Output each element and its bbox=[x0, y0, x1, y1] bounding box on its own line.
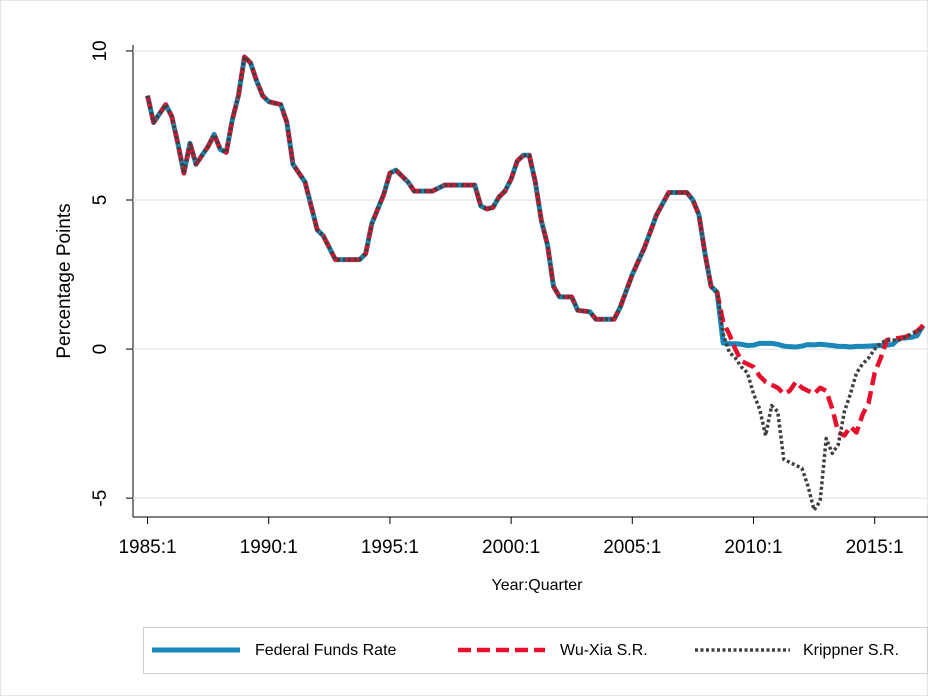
x-tick-label: 1990:1 bbox=[240, 537, 298, 558]
x-tick-label: 2000:1 bbox=[482, 537, 540, 558]
x-tick-label: 1985:1 bbox=[118, 537, 176, 558]
legend-label: Federal Funds Rate bbox=[255, 642, 397, 659]
y-tick-label: -5 bbox=[90, 490, 111, 507]
x-tick-label: 2010:1 bbox=[724, 537, 782, 558]
y-tick-label: 5 bbox=[90, 195, 111, 206]
series-line bbox=[145, 55, 924, 512]
x-tick-label: 2005:1 bbox=[603, 537, 661, 558]
y-axis-label: Percentage Points bbox=[54, 203, 75, 358]
x-tick-label: 1995:1 bbox=[361, 537, 419, 558]
legend-label: Krippner S.R. bbox=[803, 642, 899, 659]
x-axis-label: Year:Quarter bbox=[491, 577, 583, 594]
y-tick-label: 10 bbox=[90, 40, 111, 61]
y-tick-label: 0 bbox=[90, 344, 111, 355]
x-tick-label: 2015:1 bbox=[846, 537, 904, 558]
legend-label: Wu-Xia S.R. bbox=[560, 642, 648, 659]
